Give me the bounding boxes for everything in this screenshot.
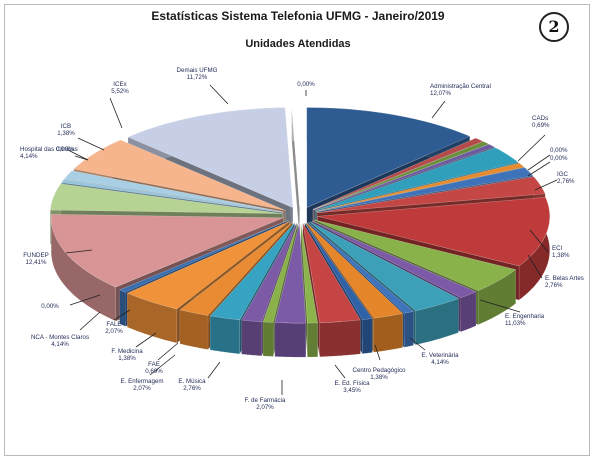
- leader-line: [113, 309, 131, 321]
- leader-line: [74, 155, 89, 161]
- slice-percent-label: 0,00%: [56, 146, 74, 153]
- leader-line: [157, 342, 179, 361]
- slice-percent-label: 11,03%: [505, 320, 526, 327]
- slice-percent-label: 1,38%: [57, 130, 75, 137]
- slice-percent-label: 1,38%: [118, 355, 136, 362]
- leader-line: [527, 154, 551, 171]
- chart-subtitle: Unidades Atendidas: [245, 38, 351, 50]
- slice-label: FUNDEP: [23, 252, 48, 259]
- slice-percent-label: 0,00%: [550, 155, 568, 162]
- slice-percent-label: 5,52%: [111, 88, 129, 95]
- slice-label: F. de Farmácia: [245, 397, 286, 404]
- leader-line: [431, 100, 446, 119]
- slice-percent-label: 11,72%: [187, 74, 208, 81]
- slice-label: E. Veterinária: [421, 352, 459, 359]
- leader-line: [517, 134, 546, 162]
- slice-percent-label: 12,07%: [430, 90, 451, 97]
- leader-line: [409, 337, 426, 351]
- slice-percent-label: 12,41%: [26, 259, 47, 266]
- slice-label: FAE: [148, 361, 160, 368]
- leader-line: [67, 149, 89, 161]
- leader-line: [534, 179, 558, 191]
- slice-percent-label: 4,14%: [51, 341, 69, 348]
- slice-percent-label: 0,69%: [532, 122, 550, 129]
- slice-percent-label: 2,07%: [133, 385, 151, 392]
- pie-slice-30: [291, 106, 300, 241]
- slice-label: F. Medicina: [111, 348, 143, 355]
- slice-label: E. Engenharia: [505, 313, 545, 320]
- slice-label: CADs: [532, 115, 548, 122]
- slice-percent-label: 4,14%: [20, 153, 38, 160]
- leader-line: [207, 361, 221, 379]
- slice-label: Hospital das Clínicas: [20, 146, 78, 153]
- slice-label: IGC: [557, 171, 569, 178]
- slice-label: NCA - Montes Claros: [31, 334, 89, 341]
- pie-slice-16: [300, 223, 318, 358]
- leader-line: [149, 354, 176, 376]
- slice-label: Demais UFMG: [177, 67, 218, 74]
- slice-percent-label: 2,07%: [105, 328, 123, 335]
- leader-line: [69, 294, 101, 306]
- slice-percent-label: 4,14%: [431, 359, 449, 366]
- leader-line: [527, 161, 551, 177]
- slice-label: E. Música: [178, 378, 206, 385]
- slice-label: E. Belas Artes: [545, 275, 584, 282]
- slice-label: FALE: [106, 321, 121, 328]
- leader-line: [109, 97, 123, 129]
- slice-percent-label: 2,76%: [557, 178, 575, 185]
- leader-line: [527, 254, 543, 279]
- slice-percent-label: 1,38%: [370, 374, 388, 381]
- leader-line: [77, 137, 105, 151]
- page-number-badge: 2: [539, 12, 569, 42]
- leader-line: [529, 229, 549, 253]
- slice-percent-label: 0,00%: [41, 303, 59, 310]
- slice-label: ICEx: [113, 81, 127, 88]
- slice-label: E. Enfermagem: [121, 378, 164, 385]
- leader-line: [374, 344, 381, 361]
- leader-line: [479, 299, 521, 313]
- slice-label: ECI: [552, 245, 563, 252]
- slice-label: Administração Central: [430, 83, 491, 90]
- slice-percent-label: 0,00%: [550, 147, 568, 154]
- slice-label: E. Ed. Física: [334, 380, 370, 387]
- slice-label: ICB: [61, 123, 71, 130]
- leader-line: [79, 311, 101, 331]
- leader-line: [334, 364, 346, 379]
- leader-line: [65, 249, 93, 254]
- slice-percent-label: 2,76%: [183, 385, 201, 392]
- leader-line: [135, 332, 157, 348]
- pie-slice-e-enfermagem: [274, 223, 307, 358]
- slice-percent-label: 2,07%: [256, 404, 274, 411]
- slice-percent-label: 0,69%: [145, 368, 163, 375]
- slice-percent-label: 2,76%: [545, 282, 563, 289]
- slice-percent-label: 0,00%: [297, 81, 315, 88]
- slice-percent-label: 3,45%: [343, 387, 361, 394]
- slice-percent-label: 1,38%: [552, 252, 570, 259]
- leader-line: [209, 84, 229, 105]
- slice-label: Centro Pedagógico: [353, 367, 407, 374]
- chart-title: Estatísticas Sistema Telefonia UFMG - Ja…: [151, 9, 445, 23]
